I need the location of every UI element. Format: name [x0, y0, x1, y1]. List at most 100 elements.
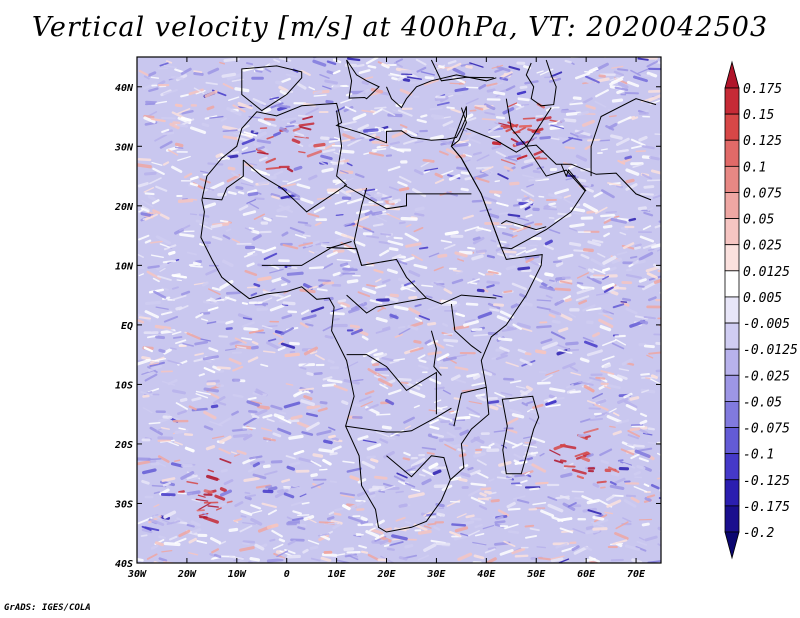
field-streak: [177, 108, 191, 115]
field-streak: [381, 425, 392, 430]
field-streak: [507, 507, 521, 511]
colorbar-segment: [724, 113, 740, 141]
field-streak: [629, 396, 640, 401]
field-streak: [253, 283, 261, 288]
field-streak: [285, 383, 294, 386]
field-streak: [346, 162, 353, 167]
field-streak: [340, 494, 355, 499]
field-streak: [205, 267, 220, 276]
field-streak: [162, 161, 170, 166]
field-streak: [337, 299, 347, 303]
field-streak: [404, 425, 412, 430]
field-streak: [548, 313, 556, 318]
field-streak: [418, 473, 426, 477]
field-streak: [174, 441, 183, 446]
field-streak: [203, 489, 213, 495]
field-streak: [480, 446, 492, 449]
field-streak: [324, 335, 334, 340]
field-streak: [248, 116, 261, 119]
field-streak: [161, 287, 169, 291]
field-streak: [293, 390, 303, 398]
field-streak: [262, 414, 273, 419]
field-streak: [506, 326, 514, 330]
field-streak: [585, 307, 602, 312]
field-streak: [219, 458, 232, 464]
field-streak: [626, 362, 635, 366]
field-streak: [220, 468, 228, 473]
field-streak: [569, 390, 582, 394]
colorbar-label: 0.15: [743, 108, 774, 123]
field-streak: [287, 189, 301, 198]
field-streak: [653, 263, 661, 271]
field-streak: [603, 363, 612, 369]
field-streak: [646, 272, 658, 280]
field-streak: [377, 307, 385, 312]
field-streak: [442, 389, 451, 395]
field-streak: [222, 83, 234, 90]
field-streak: [599, 324, 612, 332]
field-streak: [294, 233, 307, 239]
field-streak: [444, 243, 456, 250]
field-streak: [500, 159, 516, 165]
field-streak: [171, 331, 182, 336]
field-streak: [225, 291, 242, 295]
field-streak: [535, 349, 547, 355]
field-streak: [428, 344, 434, 348]
colorbar-label: -0.125: [743, 474, 790, 489]
field-streak: [281, 314, 293, 320]
field-streak: [239, 546, 255, 552]
field-streak: [241, 138, 255, 146]
field-streak: [457, 448, 466, 453]
field-streak: [244, 269, 258, 277]
field-streak: [465, 98, 479, 105]
field-streak: [504, 523, 519, 530]
field-streak: [302, 234, 311, 237]
field-streak: [400, 256, 415, 264]
field-streak: [519, 85, 528, 90]
field-streak: [451, 523, 467, 527]
field-streak: [641, 173, 653, 180]
field-streak: [515, 105, 525, 111]
iberia-coastline: [241, 65, 303, 112]
field-streak: [398, 277, 412, 283]
field-streak: [659, 291, 661, 295]
field-streak: [343, 245, 356, 254]
field-streak: [448, 410, 455, 413]
field-streak: [222, 234, 231, 240]
field-streak: [266, 523, 279, 530]
field-streak: [142, 468, 157, 475]
field-streak: [565, 176, 579, 181]
field-streak: [434, 178, 445, 184]
field-streak: [322, 85, 332, 90]
field-streak: [275, 550, 289, 558]
field-streak: [587, 509, 602, 515]
field-streak: [150, 76, 160, 79]
field-streak: [634, 315, 649, 320]
field-streak: [642, 145, 655, 150]
field-streak: [600, 459, 609, 465]
field-streak: [465, 514, 475, 519]
field-streak: [158, 348, 166, 354]
field-streak: [298, 150, 306, 154]
field-streak: [617, 81, 629, 89]
field-streak: [453, 534, 471, 541]
field-streak: [232, 104, 246, 113]
field-streak: [286, 465, 295, 471]
field-streak: [586, 349, 603, 357]
field-streak: [234, 501, 244, 508]
field-streak: [553, 459, 564, 464]
field-streak: [222, 129, 238, 133]
field-streak: [543, 203, 552, 209]
lon-tick-label: 10E: [328, 569, 347, 580]
border-line: [326, 247, 363, 266]
field-streak: [424, 76, 435, 80]
field-streak: [574, 72, 591, 80]
field-streak: [327, 359, 335, 364]
field-streak: [162, 481, 171, 487]
field-streak: [637, 447, 653, 452]
field-streak: [490, 82, 503, 88]
field-streak: [536, 546, 547, 549]
field-streak: [375, 215, 387, 222]
field-streak: [172, 389, 186, 395]
field-streak: [642, 281, 657, 291]
